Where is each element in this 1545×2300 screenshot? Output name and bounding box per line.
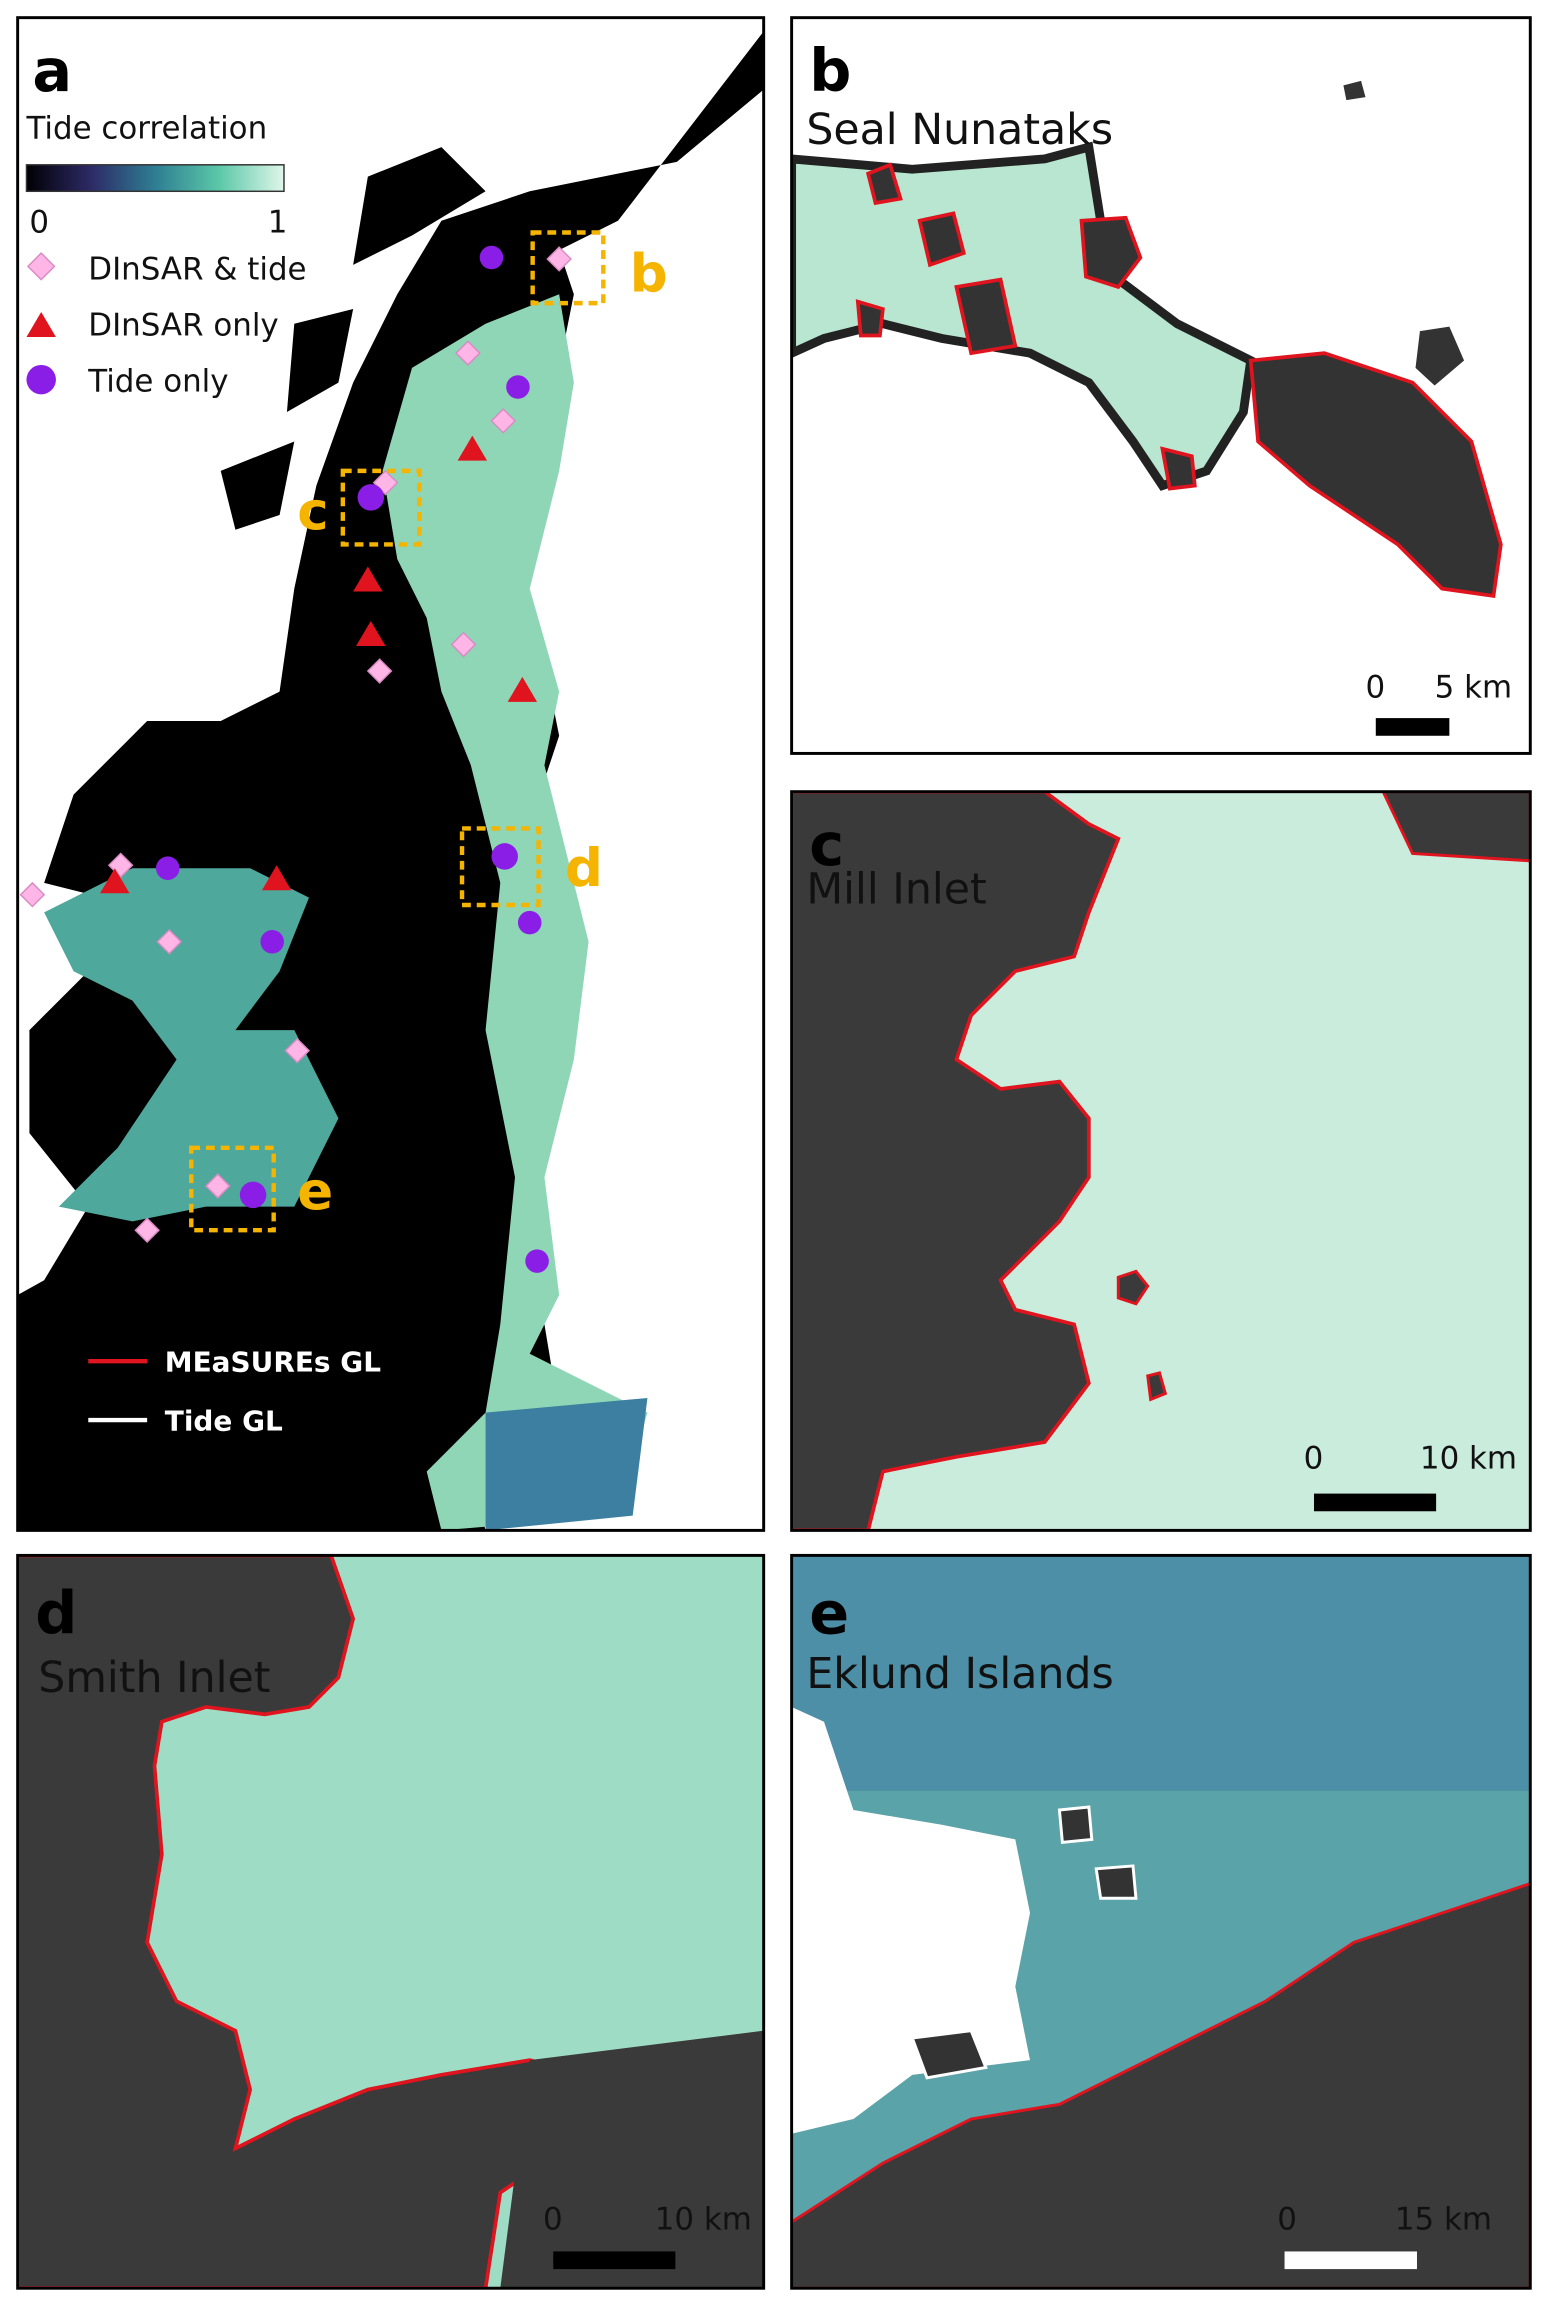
- legend-entry: DInSAR only: [88, 308, 278, 344]
- panel-e-frame: [790, 1553, 1532, 2290]
- panel-c-frame: [790, 790, 1532, 1532]
- scale-bar-label: 5 km: [1435, 670, 1512, 706]
- scale-bar-label: 10 km: [1420, 1441, 1517, 1477]
- panel-b-map: [791, 17, 1531, 754]
- legend-entry: Tide GL: [165, 1404, 283, 1437]
- panel-b-frame: [790, 16, 1532, 755]
- panel-label: c: [809, 810, 844, 879]
- scale-bar-label: 0: [543, 2201, 563, 2237]
- scale-bar-label: 10 km: [655, 2201, 752, 2237]
- panel-d-map: [17, 1555, 764, 2289]
- panel-a-frame: [16, 16, 766, 1532]
- colorbar-tick: 1: [268, 205, 288, 241]
- inset-label: c: [297, 482, 328, 543]
- panel-title: Seal Nunataks: [806, 105, 1113, 155]
- panel-title: Smith Inlet: [38, 1653, 270, 1703]
- colorbar-title: Tide correlation: [25, 110, 267, 146]
- panel-title: Eklund Islands: [806, 1649, 1113, 1699]
- inset-label: b: [630, 243, 668, 304]
- legend-entry: Tide only: [87, 363, 228, 399]
- colorbar-tick: 0: [29, 205, 49, 241]
- panel-label: e: [809, 1578, 849, 1647]
- scale-bar-label: 15 km: [1395, 2201, 1492, 2237]
- panel-e-map: [791, 1555, 1531, 2289]
- scale-bar-label: 0: [1365, 670, 1385, 706]
- legend-entry: DInSAR & tide: [88, 252, 306, 288]
- panel-c-map: [791, 791, 1531, 1531]
- panel-label: d: [35, 1578, 77, 1647]
- scale-bar-label: 0: [1277, 2201, 1297, 2237]
- panel-title: Mill Inlet: [806, 865, 986, 915]
- scale-bar-label: 0: [1304, 1441, 1324, 1477]
- inset-label: e: [297, 1162, 333, 1223]
- legend-entry: MEaSUREs GL: [165, 1345, 381, 1378]
- panel-a-map: [17, 17, 764, 1531]
- panel-label: a: [32, 36, 72, 105]
- inset-label: d: [565, 838, 603, 899]
- panel-d-frame: [16, 1553, 766, 2290]
- panel-label: b: [809, 36, 851, 105]
